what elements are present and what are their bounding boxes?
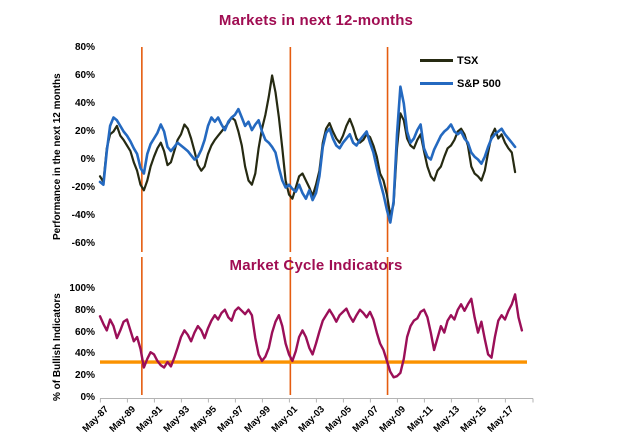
legend-item-tsx: TSX bbox=[420, 49, 501, 72]
legend-item-sp500: S&P 500 bbox=[420, 72, 501, 95]
y-tick-label: 20% bbox=[74, 125, 95, 137]
y-tick-label: 40% bbox=[74, 97, 95, 109]
y-tick-label: 0% bbox=[80, 392, 95, 403]
tsx-line bbox=[98, 74, 517, 217]
y-tick-label: 80% bbox=[74, 41, 95, 53]
sp500-line-swatch bbox=[420, 82, 453, 85]
y-tick-label: 40% bbox=[74, 348, 95, 360]
y-tick-label: 80% bbox=[74, 304, 95, 316]
legend: TSX S&P 500 bbox=[420, 49, 501, 95]
top-chart-title: Markets in next 12-months bbox=[218, 12, 414, 29]
sp500-line bbox=[98, 85, 517, 224]
legend-label-sp500: S&P 500 bbox=[457, 77, 501, 90]
y-tick-label: 20% bbox=[74, 370, 95, 382]
y-tick-label: 60% bbox=[74, 326, 95, 338]
mci-line bbox=[98, 293, 524, 379]
y-tick-label: -40% bbox=[71, 209, 95, 221]
bottom-chart-title: Market Cycle Indicators bbox=[229, 257, 403, 274]
tsx-line-swatch bbox=[420, 59, 453, 62]
y-tick-label: 100% bbox=[69, 283, 95, 294]
y-tick-label: -60% bbox=[71, 237, 95, 249]
y-tick-label: -20% bbox=[71, 181, 95, 193]
y-tick-label: 60% bbox=[74, 69, 95, 81]
legend-label-tsx: TSX bbox=[457, 54, 479, 67]
y-tick-label: 0% bbox=[80, 153, 95, 165]
